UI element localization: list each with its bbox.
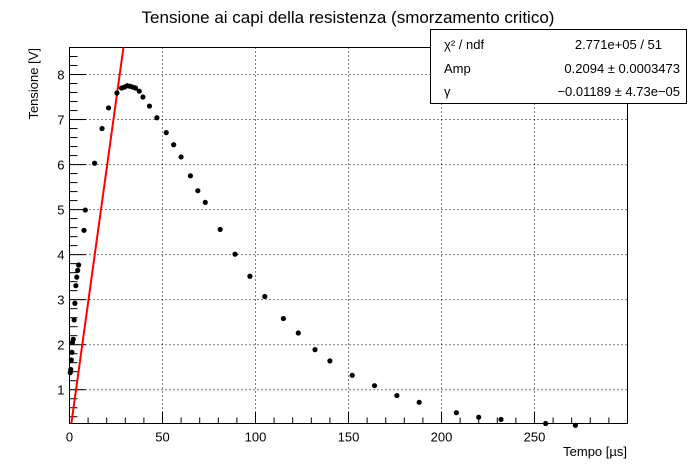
data-point [476, 414, 482, 420]
data-point [498, 416, 504, 423]
y-axis-label: Tensione [V] [26, 48, 41, 120]
stats-chi2-value: 2.771e+05 / 51 [575, 37, 662, 52]
data-point [132, 85, 139, 91]
data-point [394, 392, 400, 399]
x-tick-label: 100 [245, 430, 267, 445]
data-point [154, 115, 160, 121]
data-point [82, 207, 88, 213]
data-point [146, 103, 153, 109]
stats-box-frame [430, 29, 687, 104]
x-tick-label: 150 [338, 430, 360, 445]
data-point [349, 372, 355, 378]
data-point [69, 349, 75, 355]
y-tick-label: 3 [57, 293, 64, 308]
data-point [136, 88, 142, 94]
x-axis-label: Tempo [µs] [563, 444, 627, 459]
stats-chi2-label: χ² / ndf [444, 37, 484, 52]
data-point [262, 293, 268, 300]
fit-line [70, 47, 125, 424]
data-point [114, 90, 120, 96]
y-tick-label: 2 [57, 338, 64, 353]
y-tick-label: 1 [57, 383, 64, 398]
x-tick-label: 0 [66, 430, 73, 445]
data-point [416, 399, 422, 405]
data-point [202, 199, 208, 206]
stats-gamma-value: −0.01189 ± 4.73e−05 [557, 84, 680, 99]
data-point [453, 410, 459, 416]
data-point [92, 160, 98, 166]
data-point [74, 274, 80, 280]
data-point [295, 330, 301, 336]
data-point [195, 188, 201, 194]
data-point [371, 383, 378, 389]
data-points [67, 83, 579, 428]
data-point [327, 358, 333, 364]
data-point [71, 317, 77, 323]
data-point [68, 357, 74, 363]
stats-amp-value: 0.2094 ± 0.0003473 [564, 61, 680, 76]
data-point [247, 273, 253, 279]
data-point [76, 262, 82, 268]
y-tick-label: 6 [57, 158, 64, 173]
data-point [178, 154, 184, 160]
data-point [187, 173, 193, 179]
data-point [543, 420, 549, 427]
data-point [171, 142, 177, 148]
data-point [232, 251, 238, 257]
y-tick-label: 8 [57, 68, 64, 83]
y-tick-label: 5 [57, 203, 64, 218]
grid [69, 47, 628, 424]
axis-ticks [69, 56, 610, 424]
data-point [280, 315, 286, 322]
data-point [81, 227, 87, 233]
data-point [75, 267, 81, 273]
data-point [140, 94, 146, 100]
data-point [105, 105, 112, 111]
y-tick-label: 4 [57, 248, 64, 263]
data-point [72, 300, 78, 306]
data-point [312, 347, 318, 353]
stats-box: χ² / ndf 2.771e+05 / 51 Amp 0.2094 ± 0.0… [430, 29, 687, 104]
tick-labels: 0 50 100 150 200 250 1 2 3 4 5 6 7 8 [57, 68, 545, 445]
data-point [68, 366, 74, 373]
data-point [163, 130, 169, 136]
x-tick-label: 200 [431, 430, 453, 445]
x-tick-label: 50 [155, 430, 169, 445]
data-point [73, 283, 79, 289]
stats-amp-label: Amp [444, 61, 471, 76]
data-point [572, 422, 579, 428]
x-tick-label: 250 [524, 430, 546, 445]
y-tick-label: 7 [57, 113, 64, 128]
fit-line-layer [70, 47, 125, 424]
data-point [70, 336, 76, 342]
data-point [99, 125, 105, 132]
data-point [217, 226, 223, 233]
chart-title: Tensione ai capi della resistenza (smorz… [142, 8, 555, 27]
stats-gamma-label: γ [444, 84, 451, 99]
